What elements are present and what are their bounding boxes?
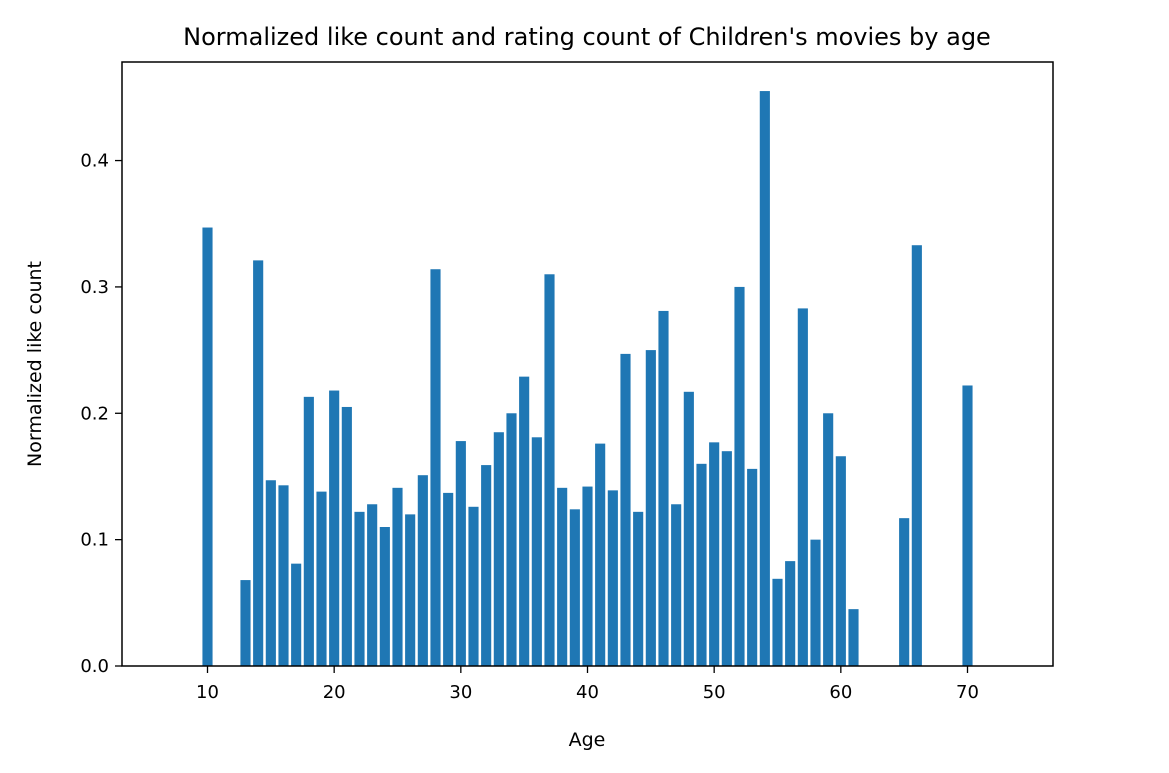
bar-age-61: [848, 609, 859, 666]
bar-age-28: [430, 269, 441, 666]
bar-age-20: [329, 390, 340, 666]
bar-age-49: [696, 463, 707, 666]
bar-age-53: [747, 468, 758, 666]
bar-age-22: [354, 511, 365, 666]
bar-age-37: [544, 274, 555, 666]
bar-age-13: [240, 580, 251, 666]
bar-age-54: [759, 91, 770, 666]
bar-age-50: [709, 442, 720, 666]
y-axis-ticks: 0.0 0.1 0.2 0.3 0.4: [80, 151, 122, 677]
bar-age-60: [835, 456, 846, 666]
bar-age-33: [493, 432, 504, 666]
bar-age-56: [785, 561, 796, 666]
bar-age-29: [443, 492, 454, 666]
x-tick-label: 20: [323, 682, 346, 703]
bar-age-10: [202, 227, 213, 666]
bar-age-39: [569, 509, 580, 666]
bar-age-57: [797, 308, 808, 666]
bar-age-35: [519, 376, 530, 666]
bar-age-36: [531, 437, 542, 666]
bar-age-25: [392, 487, 403, 666]
x-axis-ticks: 10 20 30 40 50 60 70: [196, 666, 979, 703]
bar-age-65: [899, 518, 910, 666]
plot-frame: [121, 61, 1054, 667]
bar-age-30: [455, 441, 466, 666]
bar-age-16: [278, 485, 289, 666]
bar-age-66: [911, 245, 922, 666]
bar-age-27: [417, 475, 428, 666]
y-tick-label: 0.2: [80, 403, 109, 424]
bar-age-18: [303, 396, 314, 666]
y-tick-label: 0.4: [80, 151, 109, 172]
bar-age-47: [671, 504, 682, 666]
bar-age-17: [291, 563, 302, 666]
bar-age-58: [810, 539, 821, 666]
bar-age-48: [683, 391, 694, 666]
x-axis-label: Age: [569, 729, 606, 751]
bar-age-42: [607, 490, 618, 666]
bar-age-38: [557, 487, 568, 666]
y-tick-label: 0.3: [80, 277, 109, 298]
bar-age-70: [962, 385, 973, 666]
bar-age-34: [506, 413, 517, 666]
y-tick-label: 0.0: [80, 656, 109, 677]
y-tick-label: 0.1: [80, 530, 109, 551]
bar-age-15: [265, 480, 276, 666]
x-tick-label: 70: [956, 682, 979, 703]
bar-age-21: [341, 406, 352, 666]
x-tick-label: 50: [703, 682, 726, 703]
bar-age-52: [734, 286, 745, 666]
x-tick-label: 30: [449, 682, 472, 703]
bar-age-24: [379, 527, 390, 666]
bar-age-26: [405, 514, 416, 666]
bar-age-19: [316, 491, 327, 666]
bar-age-31: [468, 506, 479, 666]
bar-age-41: [595, 443, 606, 666]
x-tick-label: 40: [576, 682, 599, 703]
bar-age-45: [645, 350, 656, 666]
bar-age-23: [367, 504, 378, 666]
bar-age-59: [823, 413, 834, 666]
y-axis-label: Normalized like count: [24, 261, 46, 467]
bar-age-43: [620, 353, 631, 666]
bar-age-14: [253, 260, 264, 666]
bars-group: [202, 91, 973, 666]
bar-age-55: [772, 578, 783, 666]
chart-title: Normalized like count and rating count o…: [183, 23, 991, 51]
bar-age-51: [721, 451, 732, 666]
x-tick-label: 10: [196, 682, 219, 703]
bar-age-46: [658, 310, 669, 666]
bar-age-40: [582, 486, 593, 666]
bar-age-44: [633, 511, 644, 666]
x-tick-label: 60: [829, 682, 852, 703]
bar-age-32: [481, 465, 492, 666]
